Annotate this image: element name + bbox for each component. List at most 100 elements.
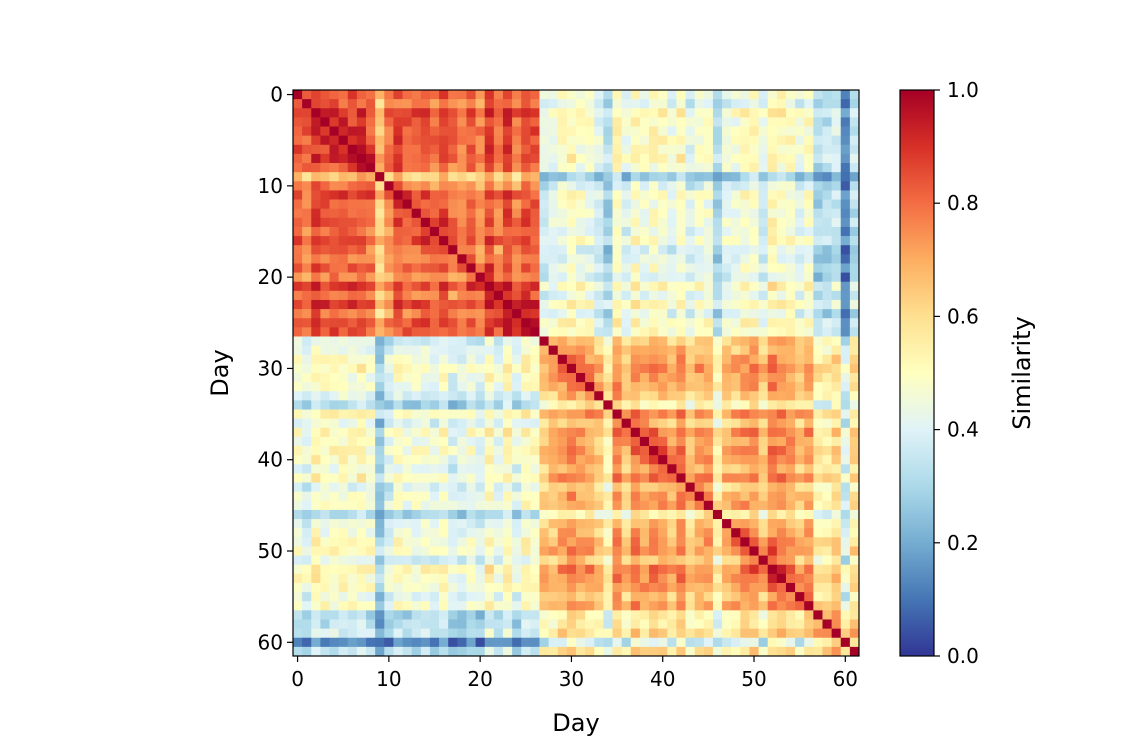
heatmap-cell [639, 573, 650, 584]
heatmap-cell [822, 327, 832, 337]
heatmap-cell [731, 290, 741, 301]
heatmap-cell [448, 217, 458, 228]
heatmap-cell [530, 509, 540, 520]
heatmap-cell [603, 500, 613, 511]
heatmap-cell [338, 646, 349, 657]
heatmap-cell [411, 500, 422, 511]
heatmap-cell [566, 354, 577, 365]
heatmap-cell [439, 373, 449, 383]
heatmap-cell [767, 464, 778, 474]
heatmap-cell [329, 528, 339, 538]
heatmap-cell [338, 546, 349, 556]
heatmap-cell [521, 610, 531, 620]
heatmap-cell [785, 564, 796, 575]
heatmap-cell [311, 144, 321, 155]
heatmap-cell [649, 144, 659, 155]
heatmap-cell [758, 509, 769, 520]
heatmap-cell [785, 400, 796, 410]
heatmap-cell [795, 153, 805, 164]
heatmap-cell [457, 564, 467, 575]
heatmap-cell [384, 163, 394, 173]
heatmap-cell [676, 345, 686, 356]
heatmap-cell [356, 199, 367, 210]
heatmap-cell [512, 519, 522, 529]
heatmap-cell [731, 564, 741, 575]
heatmap-cell [813, 108, 823, 118]
heatmap-cell [621, 254, 632, 264]
heatmap-cell [311, 436, 321, 447]
heatmap-cell [566, 135, 577, 146]
heatmap-cell [639, 290, 650, 301]
heatmap-cell [320, 436, 330, 447]
heatmap-cell [630, 336, 641, 346]
heatmap-cell [530, 363, 540, 374]
heatmap-cell [749, 236, 759, 246]
heatmap-cell [393, 528, 403, 538]
heatmap-cell [338, 391, 349, 401]
heatmap-cell [512, 619, 522, 629]
heatmap-cell [302, 382, 312, 392]
heatmap-cell [722, 190, 732, 200]
heatmap-cell [667, 290, 677, 301]
heatmap-cell [731, 455, 741, 465]
heatmap-cell [411, 610, 422, 620]
heatmap-cell [585, 181, 595, 191]
heatmap-cell [795, 272, 805, 283]
heatmap-cell [639, 281, 650, 292]
colorbar-tick-label: 1.0 [947, 78, 979, 102]
heatmap-cell [466, 217, 476, 228]
heatmap-cell [776, 427, 787, 438]
heatmap-cell [767, 592, 778, 602]
heatmap-cell [311, 564, 321, 575]
heatmap-cell [813, 592, 823, 602]
heatmap-cell [557, 299, 568, 310]
heatmap-cell [411, 509, 422, 520]
heatmap-cell [594, 555, 604, 566]
heatmap-cell [731, 500, 741, 511]
heatmap-cell [466, 646, 476, 657]
heatmap-cell [411, 528, 422, 538]
heatmap-cell [804, 537, 814, 547]
heatmap-cell [767, 537, 778, 547]
heatmap-cell [311, 190, 321, 200]
heatmap-cell [466, 190, 476, 200]
heatmap-cell [375, 190, 385, 200]
heatmap-cell [694, 610, 705, 620]
heatmap-cell [420, 236, 431, 246]
heatmap-cell [411, 281, 422, 292]
heatmap-cell [539, 126, 549, 136]
heatmap-cell [630, 345, 641, 356]
heatmap-cell [429, 519, 440, 529]
heatmap-cell [457, 418, 467, 429]
heatmap-cell [831, 208, 842, 219]
heatmap-cell [813, 144, 823, 155]
heatmap-cell [822, 245, 832, 255]
heatmap-cell [594, 409, 604, 419]
heatmap-cell [557, 126, 568, 136]
heatmap-cell [375, 336, 385, 346]
heatmap-cell [758, 418, 769, 429]
heatmap-cell [749, 153, 759, 164]
heatmap-cell [493, 126, 504, 136]
heatmap-cell [585, 464, 595, 474]
heatmap-cell [429, 573, 440, 584]
heatmap-cell [667, 546, 677, 556]
heatmap-cell [649, 646, 659, 657]
heatmap-cell [749, 482, 759, 493]
heatmap-cell [612, 190, 622, 200]
heatmap-cell [603, 299, 613, 310]
heatmap-cell [475, 646, 486, 657]
heatmap-cell [366, 637, 376, 648]
heatmap-cell [457, 537, 467, 547]
heatmap-cell [712, 455, 723, 465]
heatmap-cell [667, 637, 677, 648]
heatmap-cell [813, 135, 823, 146]
heatmap-cell [831, 281, 842, 292]
heatmap-cell [849, 217, 860, 228]
heatmap-cell [822, 455, 832, 465]
heatmap-cell [630, 135, 641, 146]
heatmap-cell [539, 382, 549, 392]
heatmap-cell [329, 217, 339, 228]
heatmap-cell [685, 90, 696, 100]
heatmap-cell [347, 263, 358, 273]
